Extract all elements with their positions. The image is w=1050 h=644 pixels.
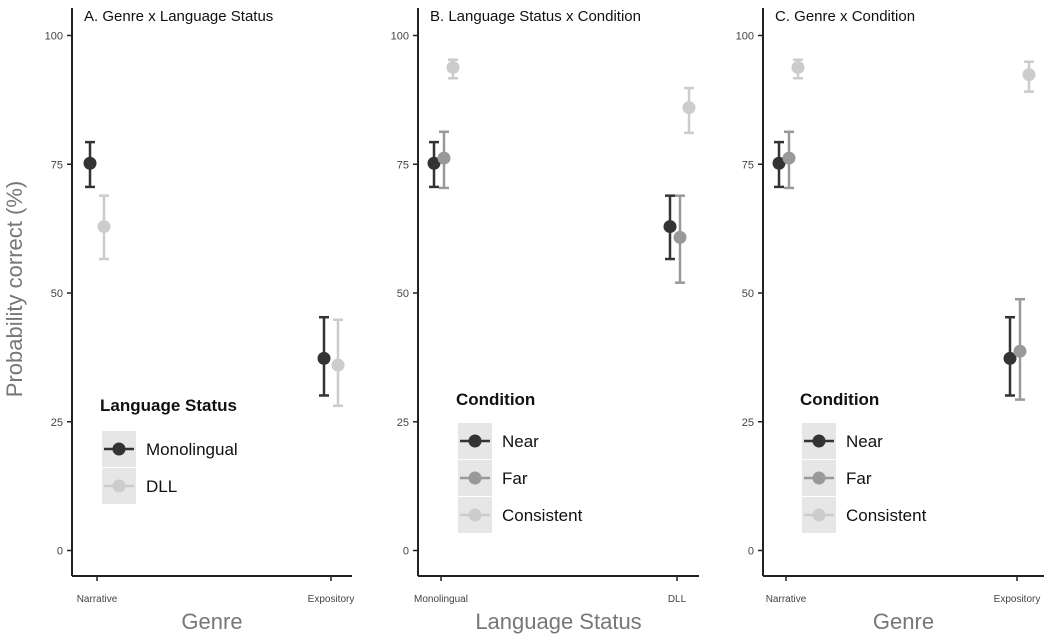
- data-point: [663, 220, 677, 234]
- panel-0: A. Genre x Language Status 0 25 50 75 100 Narr…: [45, 8, 355, 634]
- data-point: [83, 156, 97, 170]
- legend-title: Condition: [456, 390, 535, 409]
- data-point: [97, 220, 111, 234]
- y-tick-label: 100: [45, 31, 63, 43]
- x-tick-label: Expository: [994, 594, 1041, 605]
- x-axis-label: Genre: [181, 609, 242, 634]
- legend-label: Near: [846, 432, 883, 451]
- x-axis-label: Genre: [873, 609, 934, 634]
- legend-label: Far: [846, 469, 872, 488]
- legend-label: Far: [502, 469, 528, 488]
- x-tick-label: Narrative: [77, 594, 118, 605]
- data-point: [427, 156, 441, 170]
- legend-label: Consistent: [502, 506, 583, 525]
- data-point: [772, 156, 786, 170]
- y-tick-label: 50: [397, 288, 409, 300]
- y-tick-label: 25: [397, 417, 409, 429]
- y-tick-label: 25: [742, 417, 754, 429]
- legend-key-point: [812, 471, 826, 485]
- y-tick-label: 100: [736, 31, 754, 43]
- data-point: [791, 60, 805, 74]
- legend-title: Language Status: [100, 396, 237, 415]
- y-tick-label: 0: [748, 546, 754, 558]
- y-tick-label: 75: [397, 159, 409, 171]
- data-point: [1013, 344, 1027, 358]
- y-axis-label: Probability correct (%): [2, 181, 27, 397]
- data-point: [682, 101, 696, 115]
- legend-key-point: [112, 479, 126, 493]
- y-tick-label: 75: [51, 159, 63, 171]
- data-point: [446, 60, 460, 74]
- legend-key-point: [468, 434, 482, 448]
- legend-key-point: [812, 434, 826, 448]
- data-point: [782, 151, 796, 165]
- panel-title: B. Language Status x Condition: [430, 8, 641, 25]
- data-point: [317, 351, 331, 365]
- legend-label: Near: [502, 432, 539, 451]
- data-point: [1022, 68, 1036, 82]
- legend-key-point: [468, 471, 482, 485]
- y-tick-label: 100: [391, 31, 409, 43]
- x-tick-label: Narrative: [766, 594, 807, 605]
- legend-label: Monolingual: [146, 440, 238, 459]
- legend: Condition Near Far Consistent: [456, 390, 583, 533]
- legend-title: Condition: [800, 390, 879, 409]
- legend-key-point: [468, 508, 482, 522]
- legend-key-point: [812, 508, 826, 522]
- x-tick-label: Expository: [308, 594, 355, 605]
- legend-label: DLL: [146, 477, 177, 496]
- data-point: [1003, 351, 1017, 365]
- panels: A. Genre x Language Status 0 25 50 75 100 Narr…: [45, 8, 1044, 634]
- data-point: [673, 230, 687, 244]
- legend: Condition Near Far Consistent: [800, 390, 927, 533]
- panel-title: A. Genre x Language Status: [84, 8, 273, 25]
- y-tick-label: 50: [51, 288, 63, 300]
- y-tick-label: 25: [51, 417, 63, 429]
- panel-1: B. Language Status x Condition 0 25 50 75 100…: [391, 8, 699, 634]
- y-tick-label: 75: [742, 159, 754, 171]
- y-tick-label: 0: [403, 546, 409, 558]
- legend-key-point: [112, 442, 126, 456]
- panel-2: C. Genre x Condition 0 25 50 75 100 Narrative E…: [736, 8, 1044, 634]
- y-tick-label: 50: [742, 288, 754, 300]
- legend: Language Status Monolingual DLL: [100, 396, 238, 504]
- data-point: [437, 151, 451, 165]
- x-axis-label: Language Status: [475, 609, 641, 634]
- data-point: [331, 358, 345, 372]
- legend-label: Consistent: [846, 506, 927, 525]
- x-tick-label: DLL: [668, 594, 687, 605]
- y-tick-label: 0: [57, 546, 63, 558]
- x-tick-label: Monolingual: [414, 594, 468, 605]
- panel-title: C. Genre x Condition: [775, 8, 915, 25]
